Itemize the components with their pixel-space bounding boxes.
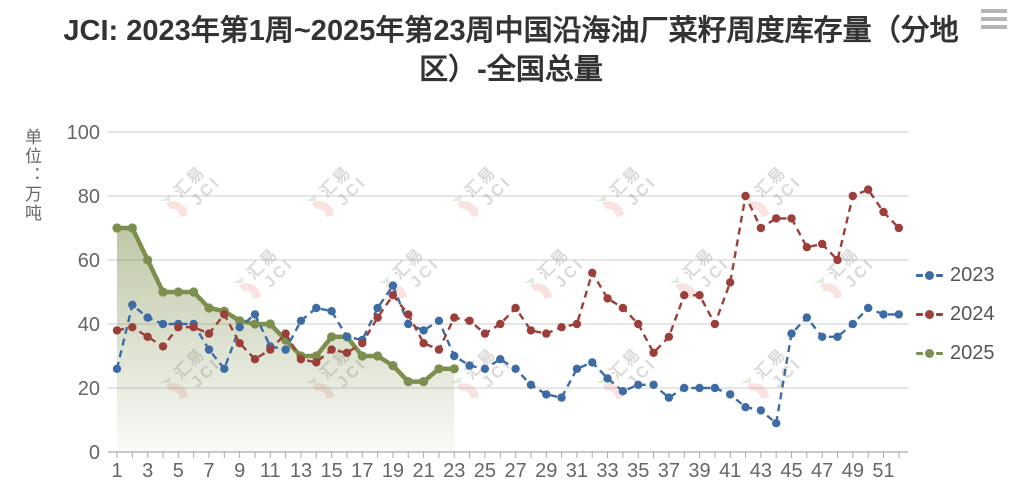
chart-title: JCI: 2023年第1周~2025年第23周中国沿海油厂菜籽周度库存量（分地区… [63,15,959,86]
svg-text:15: 15 [320,460,342,482]
svg-text:21: 21 [412,460,434,482]
svg-text:43: 43 [750,460,772,482]
svg-text:60: 60 [78,250,100,272]
svg-text:41: 41 [719,460,741,482]
svg-text:45: 45 [780,460,802,482]
svg-text:19: 19 [382,460,404,482]
svg-text:47: 47 [811,460,833,482]
legend-label-2024: 2024 [950,302,995,325]
legend-marker-2023 [916,270,943,280]
svg-text:51: 51 [872,460,894,482]
legend-label-2025: 2025 [950,341,995,364]
svg-text:27: 27 [504,460,526,482]
legend-marker-2025 [916,348,943,358]
legend-label-2023: 2023 [950,263,995,286]
svg-text:13: 13 [290,460,312,482]
legend-marker-2024 [916,309,943,319]
x-axis-labels: 1 3 5 7 9 11 13 15 17 19 21 23 25 27 29 31 33 35 37 39 41 43 4… [111,460,894,482]
svg-text:100: 100 [67,122,100,144]
svg-text:35: 35 [627,460,649,482]
svg-text:37: 37 [658,460,680,482]
svg-text:7: 7 [203,460,214,482]
legend-item-2025[interactable]: 2025 [916,339,995,367]
svg-text:9: 9 [234,460,245,482]
svg-text:49: 49 [842,460,864,482]
svg-text:29: 29 [535,460,557,482]
svg-text:1: 1 [111,460,122,482]
svg-text:5: 5 [173,460,184,482]
svg-text:25: 25 [474,460,496,482]
svg-text:3: 3 [142,460,153,482]
x-axis-ticks [116,452,900,458]
legend-item-2023[interactable]: 2023 [916,261,995,289]
hamburger-bar [981,17,1007,21]
series-2024 [112,185,904,367]
svg-text:20: 20 [78,378,100,400]
hamburger-bar [981,25,1007,29]
svg-text:39: 39 [688,460,710,482]
hamburger-menu-icon[interactable] [981,9,1007,31]
svg-text:80: 80 [78,186,100,208]
y-axis-unit-label: 单位：万吨 [22,128,41,223]
svg-text:0: 0 [89,442,100,464]
chart-legend: 2023 2024 2025 [916,261,995,378]
svg-text:23: 23 [443,460,465,482]
legend-item-2024[interactable]: 2024 [916,300,995,328]
svg-text:33: 33 [596,460,618,482]
svg-text:40: 40 [78,314,100,336]
hamburger-bar [981,9,1007,13]
svg-text:31: 31 [566,460,588,482]
svg-text:11: 11 [260,460,281,482]
svg-text:17: 17 [351,460,373,482]
y-axis-labels: 0 20 40 60 80 100 [67,122,100,464]
